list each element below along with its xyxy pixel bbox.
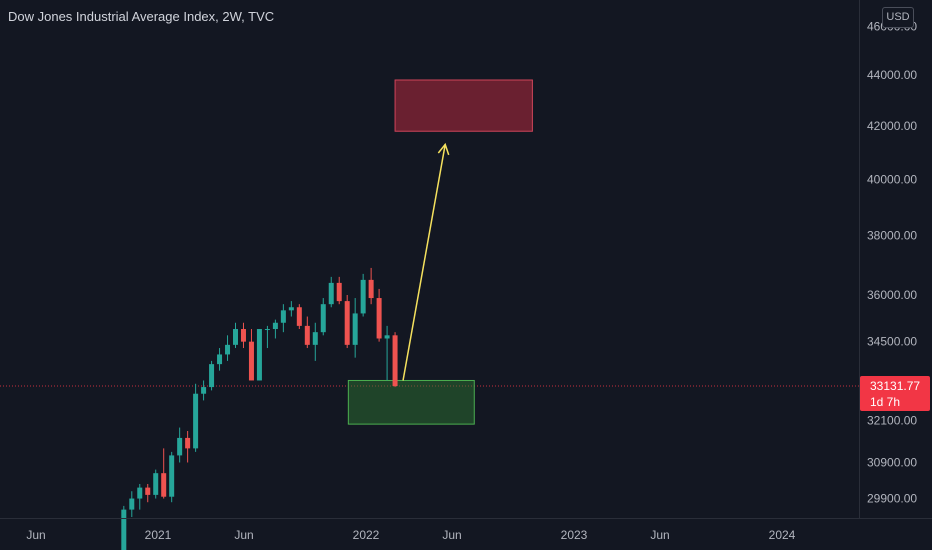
arrow-head [437, 142, 450, 156]
candle-body [177, 437, 183, 456]
price-tick-label: 40000.00 [867, 172, 917, 186]
bar-countdown: 1d 7h [870, 395, 901, 409]
price-tick-label: 38000.00 [867, 229, 917, 243]
price-tick-label: 34500.00 [867, 335, 917, 349]
candle-body [121, 509, 127, 550]
candle-body [248, 341, 254, 381]
candle-body [217, 354, 223, 365]
candle-body [153, 473, 159, 495]
time-tick-label: Jun [650, 528, 669, 542]
time-tick-label: 2021 [145, 528, 172, 542]
candle-body [225, 344, 231, 355]
price-tick-label: 30900.00 [867, 455, 917, 469]
candle-body [256, 329, 262, 381]
candle-body [209, 364, 215, 388]
candle-body [384, 335, 390, 339]
candle-body [352, 313, 358, 345]
price-tick-label: 42000.00 [867, 119, 917, 133]
candle-body [376, 298, 382, 339]
time-axis[interactable]: Jun 2021 Jun 2022 Jun 2023 Jun 2024 [26, 528, 795, 542]
candle-body [264, 329, 270, 331]
candle-body [161, 473, 167, 497]
price-tick-label: 36000.00 [867, 288, 917, 302]
candle-body [137, 487, 143, 499]
entry-zone-rectangle[interactable] [347, 379, 475, 425]
candle-body [201, 387, 207, 394]
candle-body [392, 335, 398, 387]
candle-body [185, 437, 191, 449]
candle-body [233, 329, 239, 345]
price-tick-label: 29900.00 [867, 492, 917, 506]
time-tick-label: Jun [442, 528, 461, 542]
currency-button[interactable]: USD [882, 7, 914, 28]
time-tick-label: Jun [234, 528, 253, 542]
candle-body [328, 282, 334, 305]
candle-body [312, 332, 318, 345]
projection-arrow[interactable] [402, 142, 450, 381]
target-zone-rectangle[interactable] [394, 79, 533, 132]
last-price-value: 33131.77 [870, 379, 921, 393]
candle-body [272, 322, 278, 330]
candle-body [336, 282, 342, 302]
candle-body [145, 487, 151, 495]
price-tick-label: 32100.00 [867, 414, 917, 428]
candle-body [368, 279, 374, 299]
candle-body [169, 455, 175, 497]
time-tick-label: 2022 [353, 528, 380, 542]
candle-body [129, 498, 135, 510]
candle-body [240, 329, 246, 342]
arrow-shaft [402, 144, 446, 381]
candle-body [320, 304, 326, 333]
candle-body [344, 301, 350, 345]
candle-body [280, 310, 286, 323]
last-price-badge: 33131.77 1d 7h [860, 376, 930, 411]
time-tick-label: Jun [26, 528, 45, 542]
candle-body [296, 307, 302, 326]
candles [121, 267, 398, 550]
candle-body [360, 279, 366, 314]
time-tick-label: 2024 [769, 528, 796, 542]
chart-title: Dow Jones Industrial Average Index, 2W, … [8, 9, 275, 24]
time-tick-label: 2023 [561, 528, 588, 542]
candle-body [193, 393, 199, 449]
drawing-zones[interactable] [347, 79, 533, 425]
price-axis[interactable]: 29900.00 30900.00 32100.00 34500.00 36000.00… [867, 19, 917, 505]
price-tick-label: 44000.00 [867, 68, 917, 82]
candle-body [304, 325, 310, 345]
candle-body [288, 307, 294, 311]
